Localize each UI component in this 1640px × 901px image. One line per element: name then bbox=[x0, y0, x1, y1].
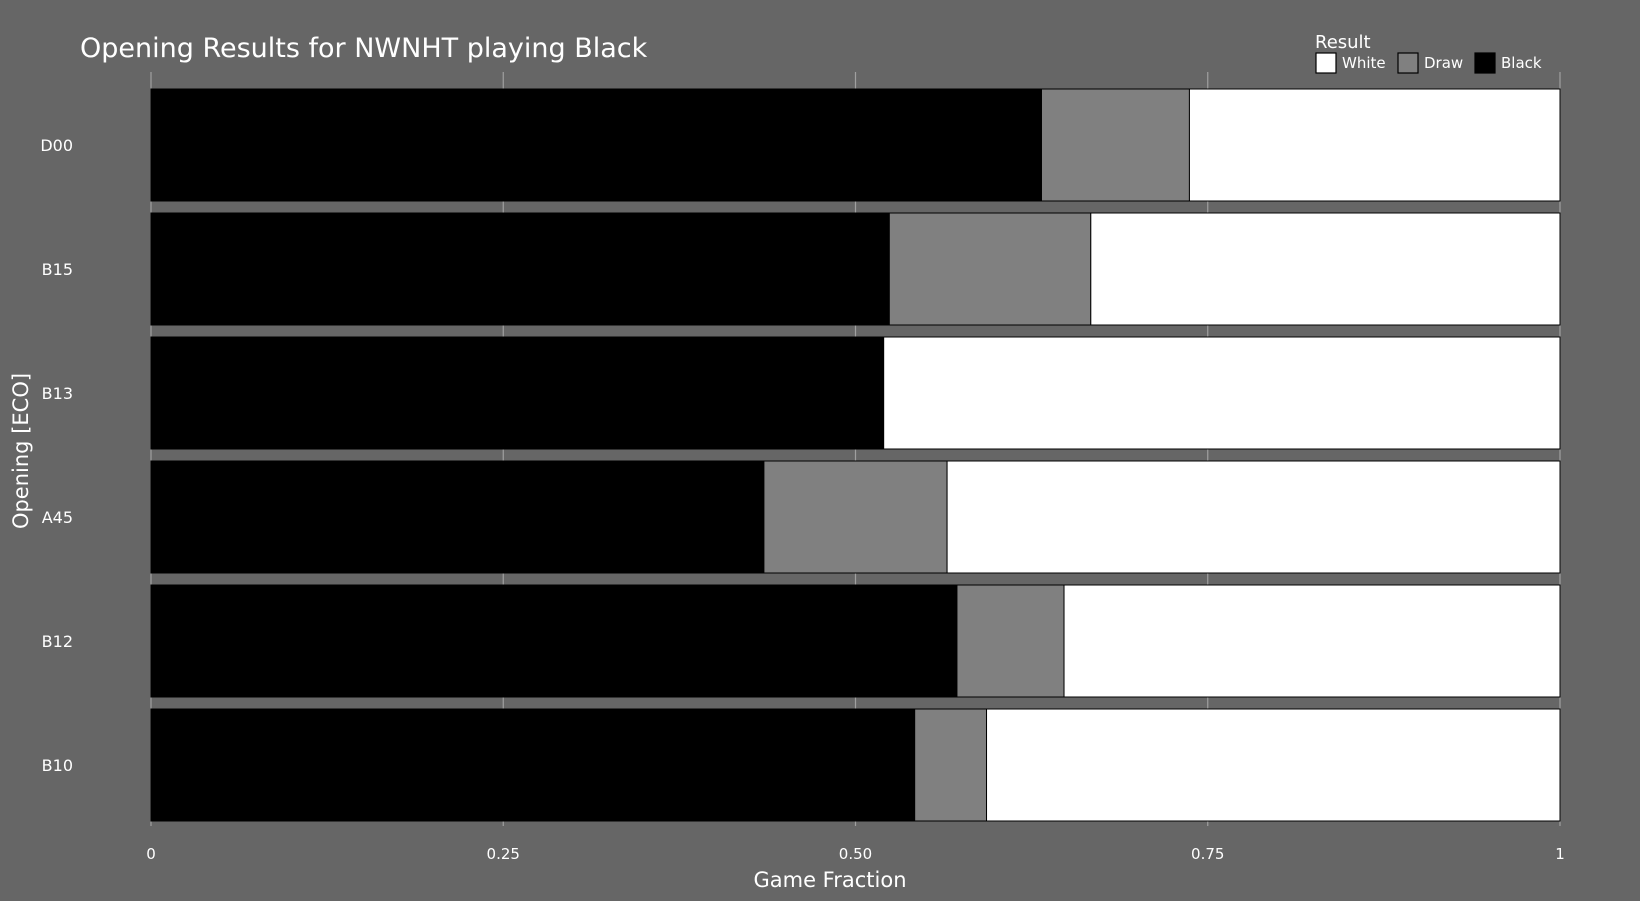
bar-b10-black bbox=[150, 708, 916, 822]
bar-b15-black bbox=[150, 212, 890, 326]
bar-b12-draw bbox=[956, 584, 1065, 698]
y-axis-label: Opening [ECO] bbox=[9, 373, 33, 529]
x-tick-label: 0.50 bbox=[839, 845, 872, 863]
y-tick-labels: D00 B15 B13 A45 B12 B10 bbox=[40, 136, 73, 775]
legend-swatch-draw bbox=[1397, 52, 1419, 74]
bar-a45-white bbox=[946, 460, 1561, 574]
y-tick-label: D00 bbox=[40, 136, 73, 155]
legend-label-draw: Draw bbox=[1424, 54, 1463, 72]
y-tick-label: B12 bbox=[42, 632, 73, 651]
bar-d00-black bbox=[150, 88, 1042, 202]
x-tick-label: 1 bbox=[1555, 845, 1565, 863]
bar-b12-black bbox=[150, 584, 958, 698]
bar-b13-black bbox=[150, 336, 885, 450]
legend-swatch-white bbox=[1315, 52, 1337, 74]
legend: Result White Draw Black bbox=[1315, 32, 1542, 74]
legend-items: White Draw Black bbox=[1315, 52, 1542, 74]
bar-b12-white bbox=[1063, 584, 1561, 698]
bar-b15-draw bbox=[888, 212, 1092, 326]
bar-d00-draw bbox=[1040, 88, 1190, 202]
x-tick-label: 0.25 bbox=[487, 845, 520, 863]
bar-b10-draw bbox=[914, 708, 988, 822]
x-tick-label: 0.75 bbox=[1191, 845, 1224, 863]
y-tick-label: B15 bbox=[42, 260, 73, 279]
bar-b15-white bbox=[1090, 212, 1561, 326]
bar-a45-draw bbox=[763, 460, 948, 574]
legend-swatch-black bbox=[1474, 52, 1496, 74]
x-tick-labels: 0 0.25 0.50 0.75 1 bbox=[146, 845, 1565, 863]
chart-title: Opening Results for NWNHT playing Black bbox=[80, 33, 648, 64]
y-tick-label: B13 bbox=[42, 384, 73, 403]
bar-a45-black bbox=[150, 460, 765, 574]
y-tick-label: B10 bbox=[42, 756, 73, 775]
legend-title: Result bbox=[1315, 32, 1371, 53]
bar-d00-white bbox=[1188, 88, 1561, 202]
x-tick-label: 0 bbox=[146, 845, 156, 863]
legend-label-black: Black bbox=[1501, 54, 1542, 72]
bar-b13-white bbox=[883, 336, 1561, 450]
bar-b10-white bbox=[986, 708, 1561, 822]
x-axis-label: Game Fraction bbox=[753, 868, 906, 892]
legend-label-white: White bbox=[1342, 54, 1386, 72]
y-tick-label: A45 bbox=[42, 508, 73, 527]
bars bbox=[150, 88, 1561, 822]
